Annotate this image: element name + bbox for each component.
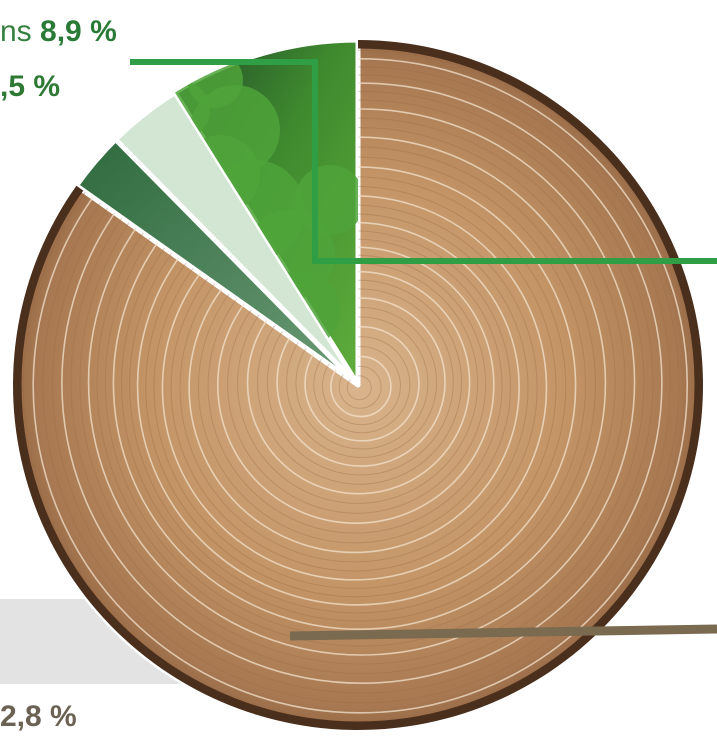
slice-label-wood: 2,8 % [0, 699, 77, 735]
tree-crown [295, 165, 358, 235]
leader-line-forest [130, 59, 717, 264]
wood-ring [346, 375, 372, 401]
slice-label-wood-value: 2,8 % [0, 700, 77, 733]
wood-ring [257, 279, 463, 485]
wood-ring [112, 136, 607, 631]
slice-label-light-green: ,5 % [0, 69, 60, 105]
wood-ring [79, 99, 645, 665]
wood-ring [313, 336, 411, 434]
wood-ring [286, 306, 438, 458]
wood-ring [304, 326, 420, 442]
wood-ring [246, 270, 471, 495]
wood-ring [42, 66, 680, 704]
wood-bark [13, 40, 704, 731]
wood-ring [276, 297, 446, 467]
slice-label-forest-prefix: ns [0, 15, 41, 48]
wood-ring [321, 346, 401, 426]
wood-ring [120, 146, 596, 622]
wood-ring [52, 74, 672, 694]
wood-ring [87, 108, 636, 656]
wood-ring [61, 82, 663, 684]
wood-ring [295, 316, 429, 450]
leader-line-wood [289, 624, 717, 641]
slice-label-forest-value: 8,9 % [40, 15, 117, 48]
wood-ring [96, 117, 626, 647]
wood-ring [70, 91, 654, 675]
wood-ring [330, 355, 392, 418]
wood-ring [32, 58, 689, 714]
slice-label-forest: ns 8,9 % [0, 14, 117, 50]
wood-ring [266, 288, 454, 476]
slice-label-light-green-value: ,5 % [0, 70, 61, 103]
leader-lines [130, 59, 717, 641]
wood-ring [338, 365, 382, 409]
